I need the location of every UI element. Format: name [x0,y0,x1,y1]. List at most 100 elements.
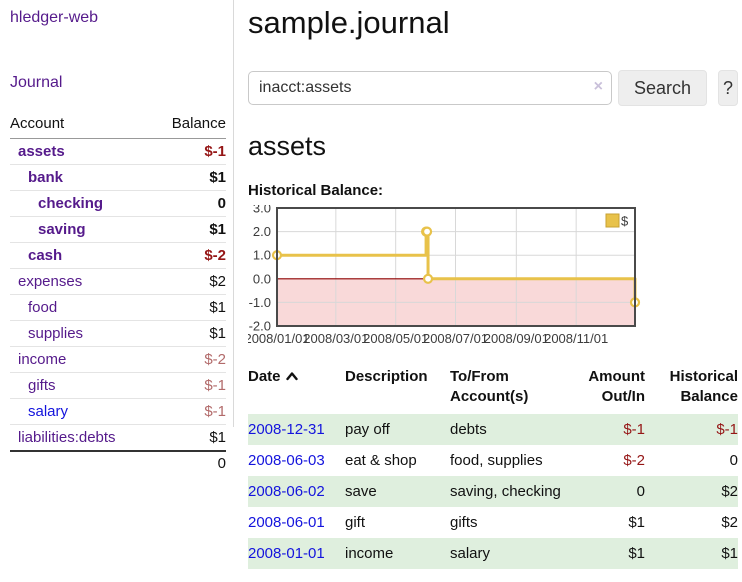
sidebar-account-link-cash[interactable]: cash [28,247,63,264]
transactions-table: Date Description To/From Account(s) Amou… [248,365,738,569]
historical-balance-chart: 3.0 2.0 1.0 0.0 -1.0 -2.02008/01/012008/03/01… [248,205,641,346]
account-balance: $-1 [152,398,226,425]
transaction-accounts: saving, checking [450,482,561,500]
transaction-accounts: gifts [450,513,478,531]
transaction-date-link[interactable]: 2008-01-01 [248,544,325,562]
account-balance: $-1 [152,372,226,399]
account-balance: $1 [152,320,226,347]
transaction-balance: $2 [721,513,738,531]
transaction-date-link[interactable]: 2008-06-02 [248,482,325,500]
y-axis-tick-label: -1.0 [249,295,271,310]
transaction-balance: 0 [729,451,738,469]
x-axis-tick-label: 2008/07/01 [423,331,488,346]
transaction-date-link[interactable]: 2008-12-31 [248,420,325,438]
transaction-amount: $1 [628,513,645,531]
account-row: income $-2 [10,346,226,373]
accounts-total-row: 0 [10,450,226,475]
transaction-row[interactable]: 2008-06-02 save saving, checking 0 $2 [248,475,738,507]
account-row: bank $1 [10,164,226,191]
transaction-description: pay off [345,420,390,438]
sidebar-account-link-expenses[interactable]: expenses [18,273,83,290]
y-axis-tick-label: 1.0 [253,248,271,263]
account-row: gifts $-1 [10,372,226,399]
account-row: salary $-1 [10,398,226,425]
transactions-header-row: Date Description To/From Account(s) Amou… [248,365,738,414]
transaction-balance: $-1 [716,420,738,438]
sidebar-account-link-assets[interactable]: assets [18,143,65,160]
transaction-row[interactable]: 2008-06-01 gift gifts $1 $2 [248,507,738,538]
transaction-date-link[interactable]: 2008-06-01 [248,513,325,531]
transaction-row[interactable]: 2008-12-31 pay off debts $-1 $-1 [248,413,738,445]
accounts-column-header: To/From Account(s) [450,368,529,406]
transaction-description: eat & shop [345,451,417,469]
account-row: saving $1 [10,216,226,243]
transaction-row[interactable]: 2008-06-03 eat & shop food, supplies $-2 0 [248,445,738,476]
transaction-amount: $1 [628,544,645,562]
sidebar-account-link-saving[interactable]: saving [38,221,86,238]
account-balance: $2 [152,268,226,295]
y-axis-tick-label: 2.0 [253,224,271,239]
account-balance: $-2 [152,242,226,269]
main-content: sample.journal × Search ? assets Histori… [248,0,738,569]
account-row: cash $-2 [10,242,226,269]
account-row: assets $-1 [10,138,226,165]
accounts-total-spacer [10,450,153,475]
transactions-table-body: 2008-12-31 pay off debts $-1 $-1 2008-06-03 ea… [248,413,738,569]
transaction-description: income [345,544,394,562]
transaction-description: gift [345,513,366,531]
account-row: supplies $1 [10,320,226,347]
y-axis-tick-label: 0.0 [253,271,271,286]
transaction-accounts: debts [450,420,487,438]
data-point-marker [422,273,434,284]
transaction-amount: 0 [636,482,645,500]
account-balance: 0 [152,190,226,217]
sidebar-account-link-bank[interactable]: bank [28,169,64,186]
sidebar-account-link-income[interactable]: income [18,351,67,368]
account-row: liabilities:debts $1 [10,424,226,452]
x-axis-tick-label: 2008/09/01 [484,331,549,346]
sidebar-account-link-liabilities-debts[interactable]: liabilities:debts [18,429,116,446]
transaction-row[interactable]: 2008-01-01 income salary $1 $1 [248,537,738,569]
y-axis-tick-label: 3.0 [253,205,271,216]
sidebar-account-link-food[interactable]: food [28,299,58,316]
search-input-wrapper: × [248,71,612,105]
transaction-balance: $2 [721,482,738,500]
data-point-marker [421,226,433,237]
x-axis-tick-label: 2008/03/01 [303,331,368,346]
sidebar-account-link-salary[interactable]: salary [28,403,69,420]
help-button[interactable]: ? [718,70,738,106]
date-column-header[interactable]: Date [248,365,345,414]
accounts-table-body: assets $-1 bank $1 checking 0 saving $1 cash $-2 e… [10,138,226,452]
transaction-balance: $1 [721,544,738,562]
page-title: sample.journal [248,5,450,40]
chart-heading: Historical Balance: [248,182,384,199]
accounts-table: Account Balance assets $-1 bank $1 checking 0… [10,113,226,475]
accounts-table-header: Account Balance [10,113,226,139]
transaction-date-link[interactable]: 2008-06-03 [248,451,325,469]
search-bar: × Search ? [248,70,738,106]
account-balance: $1 [152,164,226,191]
transaction-accounts: salary [450,544,491,562]
search-input[interactable] [248,71,612,105]
account-balance: $-2 [152,346,226,373]
sidebar-account-link-gifts[interactable]: gifts [28,377,56,394]
legend-label: $ [621,214,629,229]
legend-swatch [605,213,620,228]
plot-border [276,207,636,327]
account-balance: $-1 [152,138,226,165]
amount-column-header: Amount Out/In [588,368,645,406]
sidebar: hledger-web Journal Account Balance asse… [0,0,234,475]
y-axis-tick-label: -2.0 [249,319,271,334]
search-button[interactable]: Search [618,70,708,106]
account-balance: $1 [152,424,226,452]
sidebar-account-link-supplies[interactable]: supplies [28,325,84,342]
app-title-link[interactable]: hledger-web [10,9,99,26]
clear-search-icon[interactable]: × [593,78,603,95]
sidebar-item-journal[interactable]: Journal [10,74,63,91]
transaction-amount: $-1 [623,420,645,438]
sidebar-account-link-checking[interactable]: checking [38,195,104,212]
x-axis-tick-label: 2008/01/01 [248,331,310,346]
account-row: food $1 [10,294,226,321]
transaction-accounts: food, supplies [450,451,543,469]
sort-ascending-icon [285,367,298,387]
